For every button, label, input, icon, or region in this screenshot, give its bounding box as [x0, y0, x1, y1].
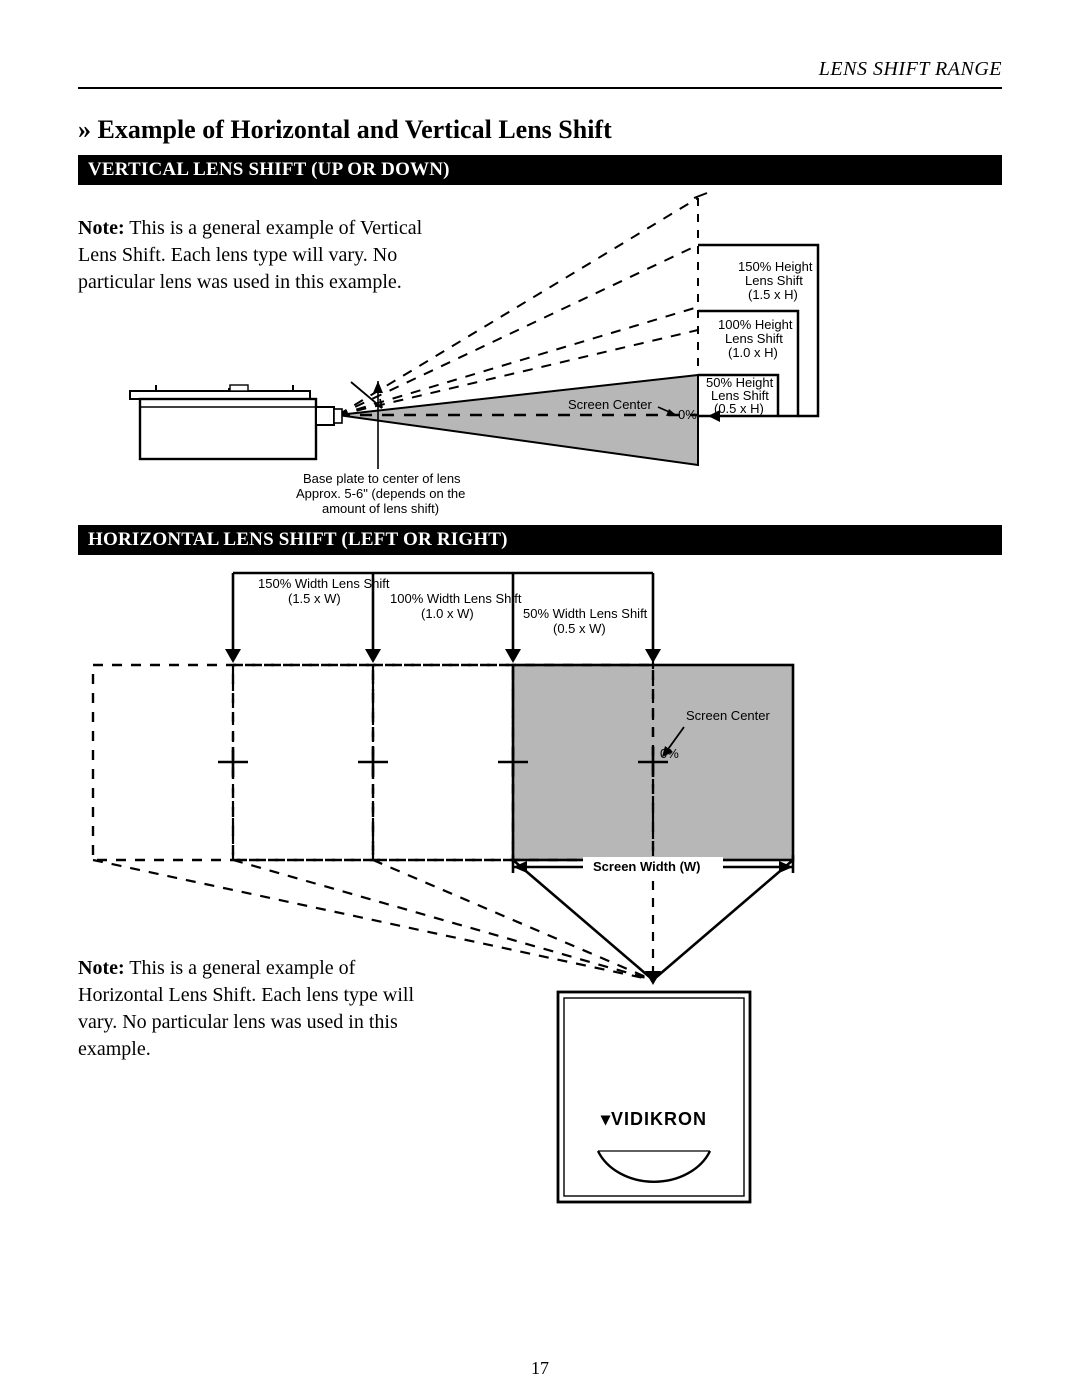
svg-horizontal: 150% Width Lens Shift (1.5 x W) 100% Wid…: [78, 555, 1008, 1215]
lbl-h150a: 150% Width Lens Shift: [258, 576, 390, 591]
lbl-v-screencenter: Screen Center: [568, 397, 652, 412]
lbl-screen-width: Screen Width (W): [593, 859, 701, 874]
lbl-h50b: (0.5 x W): [553, 621, 606, 636]
projector-side-view: [130, 385, 342, 459]
brand-text: ▾VIDIKRON: [600, 1109, 707, 1129]
svg-vertical: 150% Height Lens Shift (1.5 x H) 100% He…: [78, 185, 1008, 525]
lbl-base2: Approx. 5-6" (depends on the: [296, 486, 465, 501]
bar-horizontal: HORIZONTAL LENS SHIFT (LEFT OR RIGHT): [78, 525, 1002, 555]
lbl-v100c: (1.0 x H): [728, 345, 778, 360]
bar-vertical: VERTICAL LENS SHIFT (UP OR DOWN): [78, 155, 1002, 185]
lbl-v100b: Lens Shift: [725, 331, 783, 346]
lbl-h100b: (1.0 x W): [421, 606, 474, 621]
lbl-v100a: 100% Height: [718, 317, 793, 332]
lbl-v150a: 150% Height: [738, 259, 813, 274]
diagram-vertical: Note: This is a general example of Verti…: [78, 185, 1002, 525]
lbl-v150b: Lens Shift: [745, 273, 803, 288]
lbl-h-zero: 0%: [660, 746, 679, 761]
section-title: » Example of Horizontal and Vertical Len…: [78, 115, 1002, 145]
lbl-h-screencenter: Screen Center: [686, 708, 770, 723]
header-rule: [78, 87, 1002, 89]
lbl-base3: amount of lens shift): [322, 501, 439, 516]
lbl-v150c: (1.5 x H): [748, 287, 798, 302]
projector-top-view: ▾VIDIKRON: [558, 992, 750, 1202]
page-header-right: LENS SHIFT RANGE: [78, 58, 1002, 87]
page-number: 17: [0, 1358, 1080, 1379]
diagram-horizontal: Note: This is a general example of Horiz…: [78, 555, 1002, 1215]
lbl-v-zero: 0%: [678, 407, 697, 422]
lbl-base1: Base plate to center of lens: [303, 471, 461, 486]
lbl-h100a: 100% Width Lens Shift: [390, 591, 522, 606]
lbl-h150b: (1.5 x W): [288, 591, 341, 606]
lbl-h50a: 50% Width Lens Shift: [523, 606, 648, 621]
lbl-v50c: (0.5 x H): [714, 401, 764, 416]
